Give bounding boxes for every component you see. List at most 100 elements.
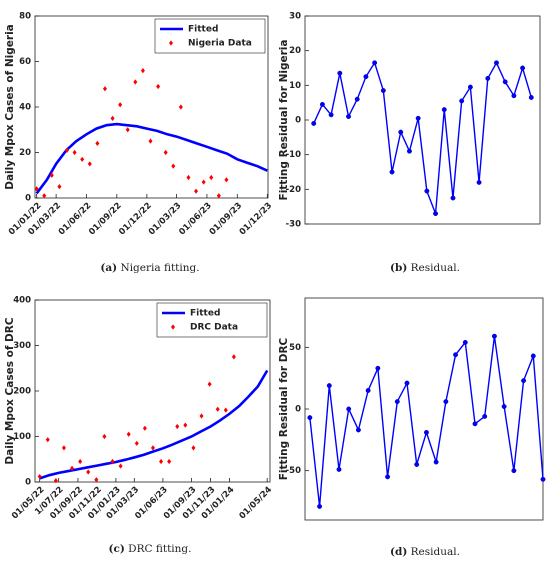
data-point [110,115,115,121]
data-point [406,148,412,154]
data-point [80,156,85,162]
caption-label: (d) [390,546,407,558]
data-point [375,365,381,371]
y-tick-label: 50 [289,343,301,353]
data-point [476,179,482,185]
y-tick-label: 0 [25,194,31,204]
data-point [424,188,430,194]
data-point [337,70,343,76]
data-point [209,174,214,181]
series-line [39,369,269,480]
data-point [307,415,313,421]
data-point [380,88,386,93]
caption-text: Residual. [411,262,460,274]
data-point [404,380,410,386]
data-point [467,84,473,90]
data-point [346,114,351,119]
y-tick-label: 0 [295,405,301,415]
y-tick-label: 100 [13,432,31,442]
data-point [163,149,168,156]
data-point [175,423,180,430]
data-point [45,437,50,443]
data-point [133,79,138,85]
legend-label: Fitted [188,25,218,35]
data-point [433,459,439,465]
data-point [201,179,206,185]
data-point [37,473,42,480]
caption-label: (c) [108,543,124,555]
data-point [94,477,99,483]
caption: (a) Nigeria fitting. [100,262,199,274]
caption-label: (a) [100,262,117,274]
data-point [95,140,100,146]
data-point [178,104,183,110]
data-point [70,465,75,471]
data-point [156,83,161,90]
data-point [521,378,527,384]
y-tick-label: 0 [295,116,301,126]
data-point [511,93,517,99]
plot-frame [304,15,541,225]
y-tick-label: -50 [286,466,301,476]
y-tick-label: 20 [19,148,31,158]
y-axis-label: Daily Mpox Cases of Nigeria [4,24,16,190]
series-line [313,61,532,214]
data-point [171,163,176,169]
data-point [462,339,468,345]
data-point [540,476,546,482]
data-point [389,169,395,175]
data-point [450,195,456,201]
data-point [365,388,371,393]
data-point [482,413,488,419]
data-point [319,101,325,107]
y-tick-label: 80 [19,12,31,22]
data-point [191,445,196,451]
y-tick-label: 200 [13,387,31,397]
data-point [530,353,536,359]
y-tick-label: 10 [289,81,301,91]
data-point [502,79,508,85]
data-point [86,469,91,475]
caption-text: DRC fitting. [128,543,191,555]
legend-box [154,18,266,54]
data-point [194,188,199,194]
data-point [65,147,70,153]
data-point [78,458,83,465]
caption-label: (b) [390,262,407,274]
legend-swatch [171,324,175,330]
data-point [102,433,107,440]
data-point [223,407,228,413]
data-point [159,458,164,465]
data-point [42,193,47,199]
y-tick-label: -10 [286,150,301,160]
data-point [491,333,497,339]
data-point [34,186,39,192]
y-tick-label: 400 [13,296,31,306]
data-point [414,462,420,467]
data-point [167,458,172,465]
data-point [140,68,145,74]
data-point [118,463,123,469]
y-tick-label: -30 [286,220,301,230]
data-point [186,174,191,181]
data-point [528,95,534,100]
data-point [511,468,517,474]
y-axis-label: Daily Mpox Cases of DRC [4,317,16,464]
data-point [472,421,478,427]
data-point [134,440,139,446]
data-point [87,161,92,167]
plot-frame [304,297,544,521]
y-axis-label: Fitting Residual for Nigeria [278,40,290,201]
series-line [35,122,268,195]
data-point [485,75,491,81]
data-point [363,74,369,80]
caption-text: Nigeria fitting. [121,262,200,274]
data-point [501,404,507,409]
legend-label: Fitted [190,309,220,319]
data-point [216,193,221,199]
data-point [346,406,352,412]
data-point [148,138,153,144]
legend-swatch [169,40,173,46]
data-point [207,381,212,387]
